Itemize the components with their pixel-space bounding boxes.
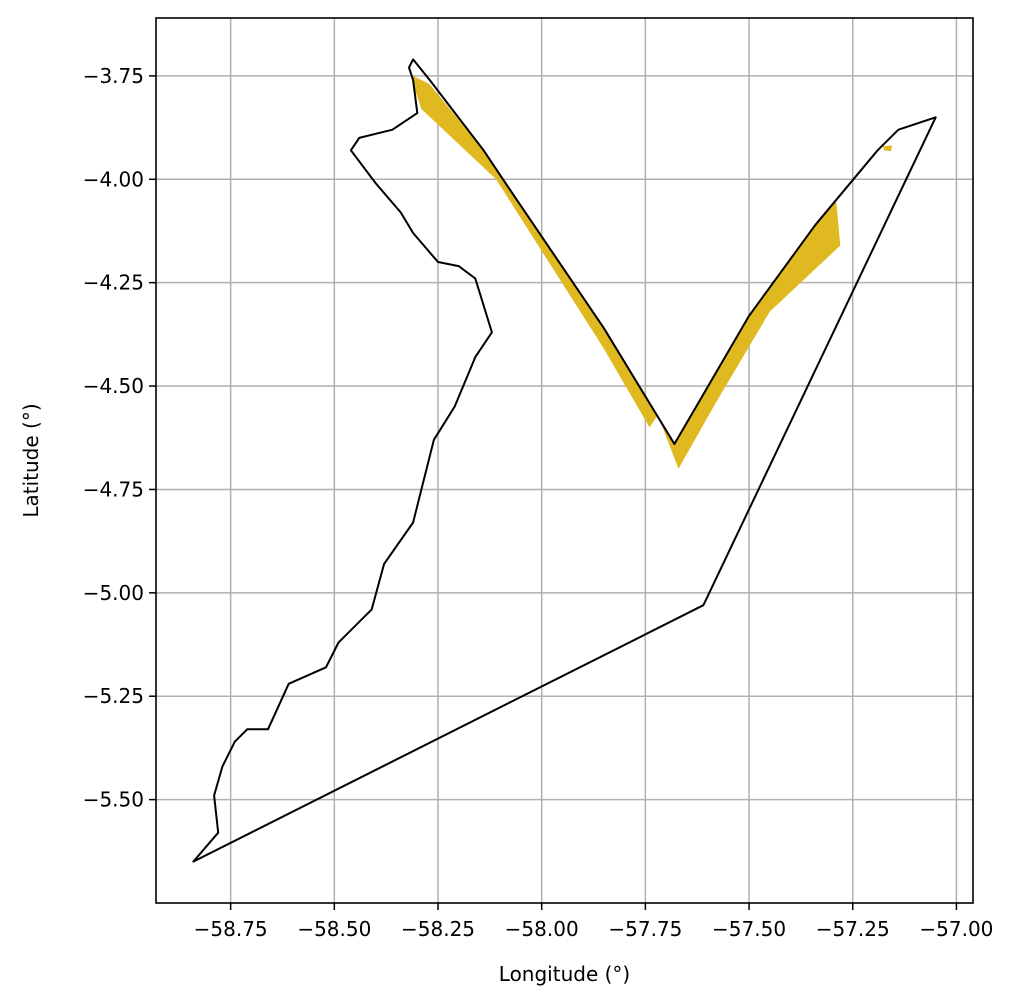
x-tick-label: −57.00 [919,917,993,941]
x-axis-label: Longitude (°) [499,962,630,986]
y-axis-label: Latitude (°) [19,403,43,517]
y-tick-label: −5.00 [83,581,144,605]
y-tick-label: −3.75 [83,64,144,88]
grid [156,18,973,903]
y-tick-label: −4.00 [83,167,144,191]
x-tick-label: −58.00 [505,917,579,941]
x-tick-label: −57.25 [816,917,890,941]
y-tick-label: −4.75 [83,477,144,501]
x-tick-label: −58.50 [297,917,371,941]
x-tick-label: −57.75 [608,917,682,941]
y-tick-label: −5.50 [83,788,144,812]
x-tick-label: −58.25 [401,917,475,941]
y-tick-label: −5.25 [83,684,144,708]
boundary-outline [192,58,937,863]
ticks: −58.75 −58.50 −58.25 −58.00 −57.75 −57.50 −57.… [83,64,994,941]
filled-speck [882,145,892,152]
x-tick-label: −58.75 [194,917,268,941]
y-tick-label: −4.50 [83,374,144,398]
y-tick-label: −4.25 [83,271,144,295]
filled-area [413,75,841,469]
plot-frame [155,17,974,904]
x-tick-label: −57.50 [712,917,786,941]
